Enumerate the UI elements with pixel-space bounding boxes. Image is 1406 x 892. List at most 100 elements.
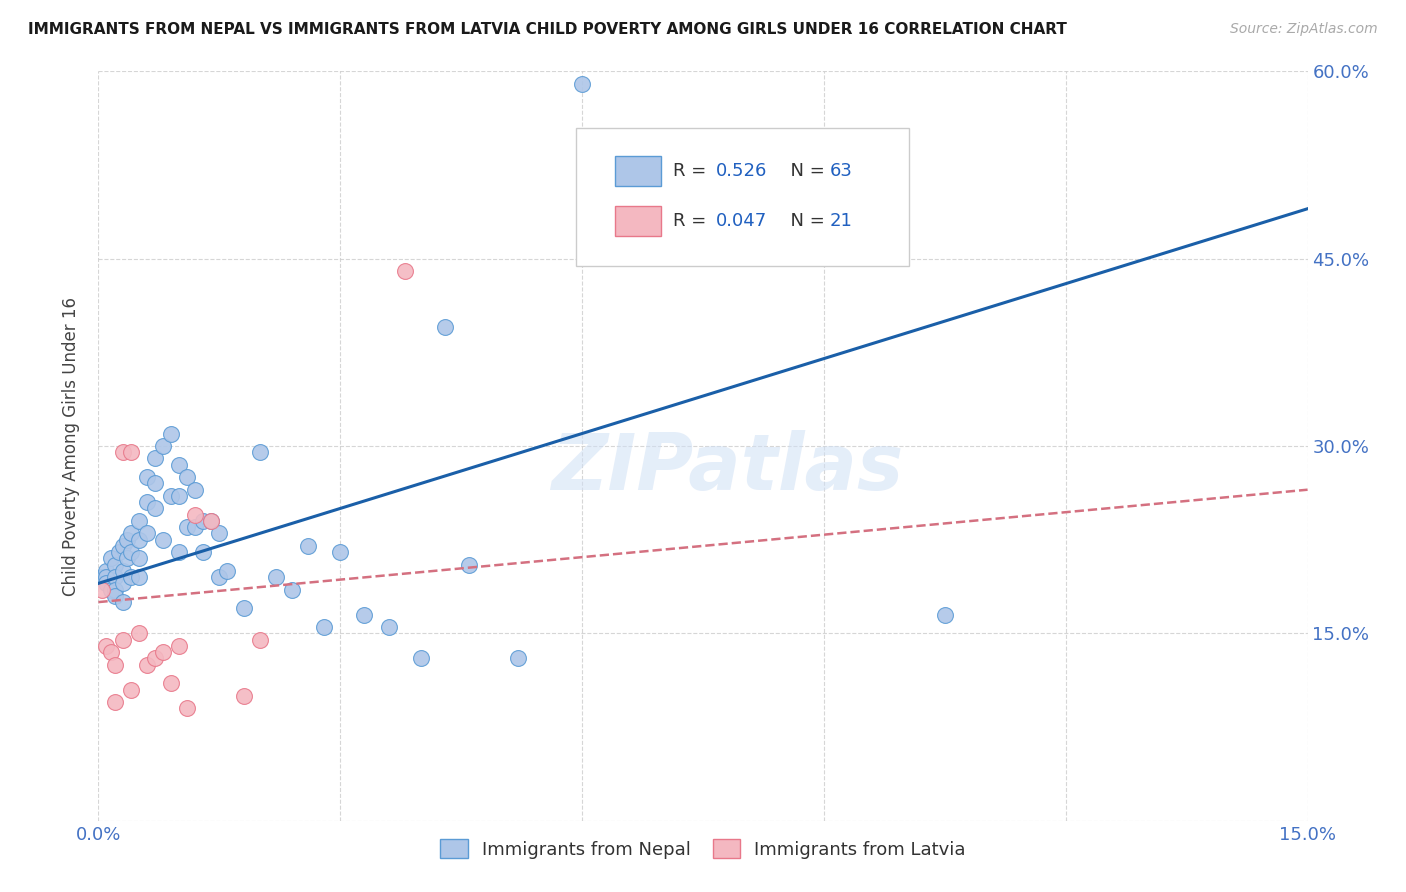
Point [193,514,215,528]
Point [103,657,125,672]
Point [200,514,222,528]
Point [184,508,207,522]
Point [111,564,134,578]
Point [128,514,150,528]
Point [96,564,118,578]
Text: IMMIGRANTS FROM NEPAL VS IMMIGRANTS FROM LATVIA CHILD POVERTY AMONG GIRLS UNDER : IMMIGRANTS FROM NEPAL VS IMMIGRANTS FROM… [28,22,1067,37]
Point [314,620,336,634]
Point [571,77,593,91]
Point [249,445,271,459]
Point [143,451,166,466]
Point [135,470,157,484]
Legend: Immigrants from Nepal, Immigrants from Latvia: Immigrants from Nepal, Immigrants from L… [432,830,974,868]
FancyBboxPatch shape [576,128,908,266]
Text: N =: N = [779,212,831,230]
Point [143,651,166,665]
Point [281,582,304,597]
Point [111,632,134,647]
Text: 63: 63 [830,162,853,180]
Point [160,489,183,503]
Point [120,570,142,584]
Point [167,458,190,472]
Point [91,570,114,584]
Point [120,545,142,559]
Text: Source: ZipAtlas.com: Source: ZipAtlas.com [1230,22,1378,37]
FancyBboxPatch shape [614,156,661,186]
Point [434,320,457,334]
Point [96,639,118,653]
Point [458,558,481,572]
Point [193,545,215,559]
Point [103,589,125,603]
Point [100,582,122,597]
Point [232,601,254,615]
Point [111,539,134,553]
Point [115,533,138,547]
Point [409,651,432,665]
Point [135,657,157,672]
Point [143,476,166,491]
Point [208,526,231,541]
Point [152,439,174,453]
Point [934,607,956,622]
Y-axis label: Child Poverty Among Girls Under 16: Child Poverty Among Girls Under 16 [62,296,80,596]
Point [128,626,150,640]
Point [111,595,134,609]
Point [103,695,125,709]
Point [111,445,134,459]
Point [120,526,142,541]
Point [353,607,375,622]
Text: R =: R = [672,212,711,230]
Point [103,570,125,584]
Point [96,576,118,591]
Point [152,533,174,547]
Point [143,501,166,516]
Text: 21: 21 [830,212,853,230]
Point [152,645,174,659]
Point [167,545,190,559]
Point [128,570,150,584]
Point [184,483,207,497]
Point [103,582,125,597]
Point [160,676,183,690]
Point [264,570,287,584]
Point [208,570,231,584]
Point [813,239,835,253]
Point [128,533,150,547]
Point [394,264,416,278]
Text: ZIPatlas: ZIPatlas [551,431,903,507]
Point [135,526,157,541]
Point [297,539,319,553]
Point [91,582,114,597]
Point [249,632,271,647]
Point [167,639,190,653]
Point [111,576,134,591]
Point [115,551,138,566]
Point [100,645,122,659]
Point [167,489,190,503]
Point [107,545,129,559]
Point [103,558,125,572]
Point [217,564,239,578]
Point [176,701,198,715]
Point [232,689,254,703]
FancyBboxPatch shape [614,206,661,236]
Text: N =: N = [779,162,831,180]
Text: 0.526: 0.526 [716,162,768,180]
Point [176,470,198,484]
Point [120,445,142,459]
Text: R =: R = [672,162,711,180]
Point [506,651,529,665]
Point [184,520,207,534]
Point [120,682,142,697]
Point [200,514,222,528]
Point [176,520,198,534]
Point [100,551,122,566]
Point [329,545,352,559]
Point [135,495,157,509]
Point [128,551,150,566]
Point [377,620,399,634]
Point [96,570,118,584]
Text: 0.047: 0.047 [716,212,768,230]
Point [160,426,183,441]
